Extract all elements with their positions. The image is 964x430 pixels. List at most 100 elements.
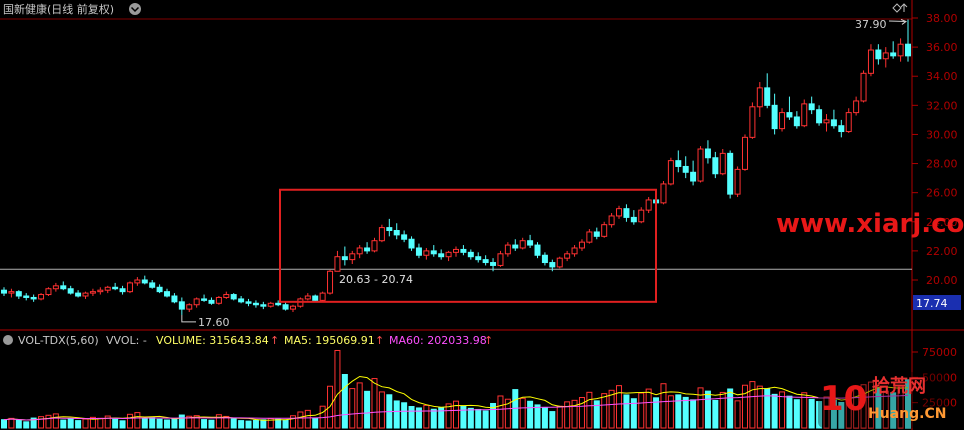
candle-body bbox=[816, 109, 823, 124]
volume-bar bbox=[364, 390, 371, 429]
candle-body bbox=[393, 230, 400, 236]
volume-bar bbox=[393, 400, 400, 429]
candle-body bbox=[779, 112, 786, 130]
volume-bar bbox=[1, 419, 7, 429]
candle-body bbox=[593, 231, 600, 237]
candle-body bbox=[616, 208, 623, 217]
high-arrow-icon bbox=[888, 18, 908, 25]
volume-bar bbox=[660, 383, 667, 429]
volume-bar bbox=[608, 389, 615, 429]
volume-bar bbox=[423, 404, 430, 429]
candle-body bbox=[638, 209, 645, 223]
candle-body bbox=[327, 270, 334, 294]
chevron-down-icon[interactable] bbox=[129, 3, 141, 15]
volume-bar bbox=[45, 414, 52, 429]
price-tick-label: 36.00 bbox=[926, 41, 958, 54]
candle-body bbox=[126, 282, 133, 293]
current-price-tag: 17.74 bbox=[913, 295, 961, 310]
highlight-box-layer bbox=[279, 188, 657, 303]
volume-bar bbox=[571, 399, 578, 429]
candle-body bbox=[97, 289, 104, 293]
candle-body bbox=[304, 295, 311, 300]
volume-bar bbox=[793, 399, 800, 429]
candle-body bbox=[667, 160, 674, 185]
volume-bar bbox=[52, 413, 59, 429]
volume-bar bbox=[756, 385, 763, 429]
volume-bar bbox=[297, 411, 304, 429]
volume-bar bbox=[675, 394, 682, 429]
diamond-icon[interactable] bbox=[892, 3, 902, 13]
candle-body bbox=[230, 294, 237, 300]
high-price-label: 37.90 bbox=[855, 18, 887, 31]
candle-body bbox=[682, 165, 689, 173]
candle-body bbox=[512, 244, 519, 249]
candle-body bbox=[534, 244, 541, 256]
volume-bar bbox=[89, 416, 96, 429]
volume-bar bbox=[638, 392, 645, 429]
volume-bar bbox=[882, 390, 889, 429]
candle-body bbox=[697, 148, 704, 182]
candle-body bbox=[45, 288, 52, 296]
volume-bar bbox=[564, 401, 571, 429]
volume-bar bbox=[504, 398, 511, 429]
candle-body bbox=[823, 119, 830, 124]
candle-body bbox=[1, 289, 7, 294]
candle-body bbox=[890, 52, 897, 57]
ma60-up-arrow: ↑ bbox=[484, 334, 493, 347]
candle-body bbox=[601, 224, 608, 237]
candle-body bbox=[67, 288, 74, 294]
volume-bar bbox=[312, 417, 319, 429]
candle-body bbox=[853, 100, 860, 114]
volume-bar bbox=[430, 408, 437, 429]
ma60-line bbox=[3, 394, 909, 421]
candle-body bbox=[571, 247, 578, 255]
candle-body bbox=[519, 240, 526, 249]
candle-body bbox=[289, 305, 296, 310]
candle-body bbox=[89, 291, 96, 294]
volume-bar bbox=[527, 400, 534, 429]
candle-body bbox=[734, 168, 741, 195]
candle-series bbox=[1, 19, 911, 315]
candle-body bbox=[445, 251, 452, 258]
volume-bar bbox=[201, 419, 208, 429]
volume-bar bbox=[808, 398, 815, 429]
volume-menu-icon[interactable] bbox=[3, 335, 13, 345]
candle-body bbox=[438, 253, 445, 258]
logo-en: Huang.CN bbox=[868, 406, 946, 422]
candle-body bbox=[475, 256, 482, 261]
highlight-box bbox=[279, 188, 657, 303]
volume-ma-lines bbox=[3, 375, 909, 421]
volume-bar bbox=[682, 396, 689, 429]
volume-bar bbox=[497, 395, 504, 429]
candle-body bbox=[905, 43, 911, 57]
candle-body bbox=[490, 262, 497, 266]
volume-bar bbox=[126, 413, 133, 429]
candle-body bbox=[704, 148, 711, 159]
candle-body bbox=[541, 254, 548, 264]
volume-bar bbox=[541, 407, 548, 429]
candle-body bbox=[586, 231, 593, 243]
candle-body bbox=[112, 286, 119, 290]
candle-body bbox=[630, 216, 637, 223]
volume-tick-label: 75000 bbox=[922, 346, 957, 359]
volume-bar bbox=[304, 409, 311, 429]
volume-bar bbox=[415, 407, 422, 429]
volume-bar bbox=[601, 393, 608, 429]
volume-bar bbox=[586, 391, 593, 429]
candle-body bbox=[23, 295, 30, 298]
candle-body bbox=[282, 304, 289, 310]
candle-body bbox=[860, 72, 867, 102]
volume-bar bbox=[238, 420, 245, 429]
candle-body bbox=[15, 291, 22, 297]
candle-body bbox=[401, 234, 408, 240]
candle-body bbox=[252, 302, 259, 306]
candle-body bbox=[801, 103, 808, 127]
volume-bar bbox=[15, 419, 22, 429]
candle-body bbox=[675, 160, 682, 167]
candle-body bbox=[312, 295, 319, 301]
current-price-label: 17.74 bbox=[916, 297, 948, 310]
volume-bar bbox=[282, 420, 289, 429]
volume-value-label: VOLUME: 315643.84 bbox=[156, 334, 269, 347]
volume-bar bbox=[104, 415, 111, 429]
